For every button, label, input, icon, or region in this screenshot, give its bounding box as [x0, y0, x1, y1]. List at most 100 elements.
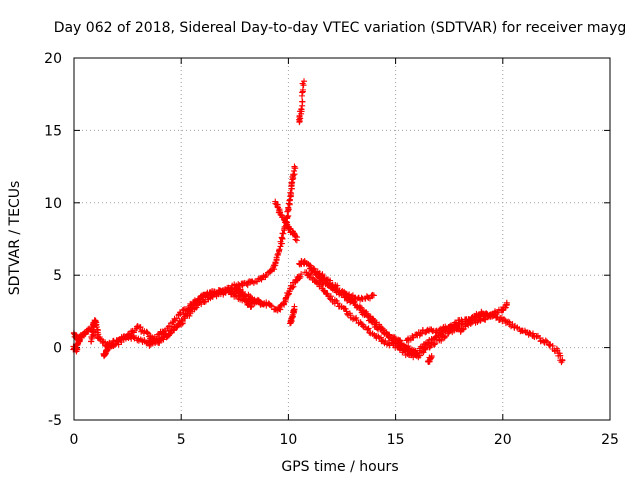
data-point [166, 330, 173, 337]
data-point [299, 86, 306, 93]
data-point [296, 275, 303, 282]
data-point [267, 268, 274, 275]
data-point [549, 342, 556, 349]
data-point [365, 325, 372, 332]
data-point [281, 301, 288, 308]
grid [74, 58, 610, 420]
data-point [298, 105, 305, 112]
data-point [482, 316, 489, 323]
data-point [279, 235, 286, 242]
data-point [291, 163, 298, 170]
data-point [296, 114, 303, 121]
data-point [391, 334, 398, 341]
data-point [274, 252, 281, 259]
data-point [280, 230, 287, 237]
data-point [104, 341, 111, 348]
data-point [276, 305, 283, 312]
x-tick-label: 20 [494, 432, 512, 448]
data-point [459, 326, 466, 333]
data-point [526, 329, 533, 336]
x-tick-label: 0 [70, 432, 79, 448]
data-point [428, 352, 435, 359]
data-point [146, 342, 153, 349]
data-point [418, 330, 425, 337]
data-point [366, 329, 373, 336]
data-point [445, 323, 452, 330]
data-points [70, 78, 566, 366]
data-point [334, 300, 341, 307]
y-tick-label: 5 [53, 268, 62, 284]
x-tick-label: 5 [177, 432, 186, 448]
data-point [299, 89, 306, 96]
data-point [201, 299, 208, 306]
data-point [278, 240, 285, 247]
data-point [360, 323, 367, 330]
data-point [357, 304, 364, 311]
data-point [311, 265, 318, 272]
data-point [88, 328, 95, 335]
data-point [285, 200, 292, 207]
data-point [291, 303, 298, 310]
data-point [500, 316, 507, 323]
data-point [289, 284, 296, 291]
data-point [248, 302, 255, 309]
data-point [238, 290, 245, 297]
data-point [405, 343, 412, 350]
data-point [378, 324, 385, 331]
x-tick-label: 15 [387, 432, 405, 448]
x-tick-label: 10 [279, 432, 297, 448]
data-point [276, 246, 283, 253]
x-tick-label: 25 [601, 432, 619, 448]
data-point [294, 234, 301, 241]
data-point [267, 302, 274, 309]
data-point [559, 357, 566, 364]
data-point [298, 271, 305, 278]
data-point [503, 299, 510, 306]
data-point [370, 292, 377, 299]
y-tick-label: 0 [53, 341, 62, 357]
data-point [299, 98, 306, 105]
data-point [194, 299, 201, 306]
data-point [95, 331, 102, 338]
y-tick-label: 20 [44, 51, 62, 67]
data-point [366, 314, 373, 321]
x-axis-label: GPS time / hours [281, 459, 398, 475]
data-point [349, 298, 356, 305]
data-point [89, 331, 96, 338]
data-point [431, 341, 438, 348]
data-point [505, 318, 512, 325]
data-point [177, 319, 184, 326]
data-point [268, 303, 275, 310]
data-point [546, 342, 553, 349]
data-point [81, 331, 88, 338]
data-point [413, 350, 420, 357]
data-point [301, 78, 308, 85]
data-point [285, 205, 292, 212]
data-point [533, 333, 540, 340]
data-point [308, 267, 315, 274]
plot-frame [73, 57, 611, 421]
data-point [323, 290, 330, 297]
data-point [288, 314, 295, 321]
chart-title: Day 062 of 2018, Sidereal Day-to-day VTE… [54, 20, 627, 36]
data-point [173, 315, 180, 322]
y-tick-label: 10 [44, 196, 62, 212]
data-point [287, 189, 294, 196]
axis-ticks [73, 57, 611, 421]
data-point [432, 340, 439, 347]
data-point [347, 312, 354, 319]
data-point [102, 351, 109, 358]
data-point [370, 316, 377, 323]
y-axis-label: SDTVAR / TECUs [7, 181, 23, 296]
y-tick-label: 15 [44, 123, 62, 139]
data-point [124, 331, 131, 338]
data-point [410, 347, 417, 354]
data-point [284, 213, 291, 220]
data-point [486, 312, 493, 319]
data-point [434, 330, 441, 337]
data-point [257, 275, 264, 282]
data-point [297, 273, 304, 280]
data-point [285, 212, 292, 219]
y-tick-label: -5 [48, 413, 62, 429]
